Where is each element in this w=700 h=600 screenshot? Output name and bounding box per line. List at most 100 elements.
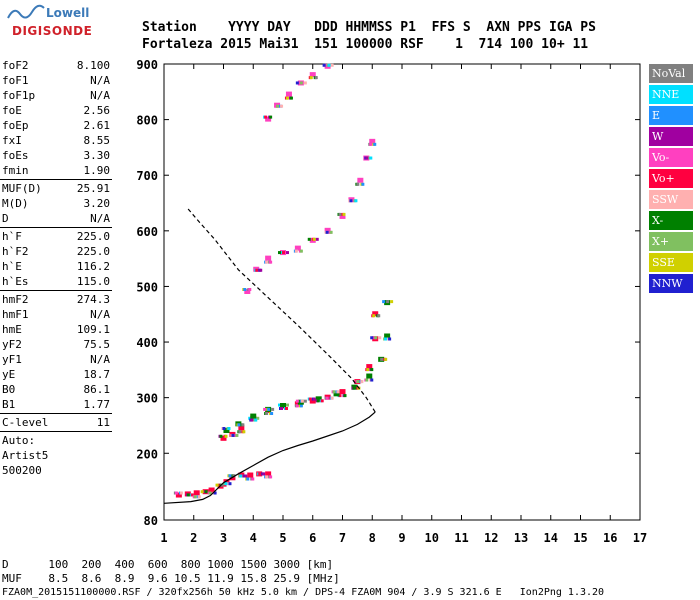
param-value: N/A bbox=[90, 74, 110, 87]
echo-fragment bbox=[338, 394, 342, 398]
param-label: B1 bbox=[2, 398, 16, 411]
divider bbox=[0, 431, 112, 432]
divider bbox=[0, 290, 112, 291]
echo-fragment bbox=[256, 416, 260, 420]
echo-fragment bbox=[231, 433, 235, 437]
echo-fragment bbox=[308, 397, 312, 401]
echo-fragment bbox=[204, 490, 208, 494]
echo-fragment bbox=[325, 230, 329, 234]
param-row: h`F 225.0 bbox=[0, 229, 112, 244]
echo-fragment bbox=[360, 380, 364, 384]
echo-fragment bbox=[369, 142, 373, 146]
y-tick-label: 800 bbox=[136, 114, 158, 128]
echo-fragment bbox=[248, 288, 252, 291]
echo-fragment bbox=[282, 251, 285, 255]
echo-fragment bbox=[222, 427, 226, 431]
echo-fragment bbox=[220, 483, 224, 487]
echo-mark bbox=[357, 177, 364, 183]
echo-fragment bbox=[312, 397, 316, 401]
echo-mark bbox=[384, 333, 391, 339]
echo-fragment bbox=[276, 104, 280, 108]
echo-fragment bbox=[179, 491, 183, 495]
legend-item: SSW bbox=[649, 190, 693, 209]
param-value: 86.1 bbox=[83, 383, 111, 396]
y-tick-label: 700 bbox=[136, 169, 158, 183]
echo-fragment bbox=[239, 474, 243, 478]
param-label: yF2 bbox=[2, 338, 22, 351]
echo-fragment bbox=[286, 403, 289, 407]
param-value: 8.55 bbox=[83, 134, 111, 147]
param-value: 18.7 bbox=[83, 368, 111, 381]
param-value: 274.3 bbox=[76, 293, 110, 306]
echo-mark bbox=[247, 472, 254, 478]
topside-extrapolation-line bbox=[187, 208, 376, 413]
echo-fragment bbox=[285, 96, 289, 100]
echo-fragment bbox=[309, 76, 313, 80]
param-group-virtual-heights: h`F 225.0 h`F2 225.0 h`E 116.2 h`Es 115.0 bbox=[0, 229, 112, 289]
echo-mark bbox=[250, 413, 257, 419]
echo-mark bbox=[339, 389, 346, 395]
echo-fragment bbox=[235, 433, 239, 437]
param-label: yF1 bbox=[2, 353, 22, 366]
x-tick-label: 4 bbox=[250, 531, 257, 545]
y-tick-label: 80 bbox=[144, 514, 158, 528]
divider bbox=[0, 413, 112, 414]
echo-fragment bbox=[227, 427, 231, 431]
legend-item: X- bbox=[649, 211, 693, 230]
param-row: D N/A bbox=[0, 211, 112, 226]
echo-fragment bbox=[366, 368, 370, 372]
param-value: 1.77 bbox=[83, 398, 111, 411]
echo-fragment bbox=[295, 399, 299, 403]
x-tick-label: 13 bbox=[514, 531, 528, 545]
echo-mark bbox=[366, 364, 373, 370]
echo-fragment bbox=[384, 337, 388, 341]
autoscale-artist: Artist5 bbox=[2, 449, 49, 462]
echo-fragment bbox=[370, 336, 374, 340]
muf-row: MUF 8.5 8.6 8.9 9.6 10.5 11.9 15.8 25.9 … bbox=[2, 572, 340, 585]
echo-mark bbox=[315, 396, 322, 402]
echo-fragment bbox=[322, 63, 326, 67]
param-label: foF2 bbox=[2, 59, 29, 72]
param-label: yE bbox=[2, 368, 16, 381]
legend-item: W bbox=[649, 127, 693, 146]
echo-mark bbox=[265, 116, 272, 122]
echo-fragment bbox=[369, 156, 373, 160]
echo-mark bbox=[372, 311, 379, 317]
echo-fragment bbox=[228, 482, 232, 486]
param-value: 75.5 bbox=[83, 338, 111, 351]
autoscale-version: 500200 bbox=[2, 464, 42, 477]
param-value: N/A bbox=[90, 308, 110, 321]
param-label: hmE bbox=[2, 323, 22, 336]
param-row: MUF(D) 25.91 bbox=[0, 181, 112, 196]
param-value: N/A bbox=[90, 353, 110, 366]
echo-fragment bbox=[352, 386, 356, 390]
echo-fragment bbox=[373, 142, 377, 146]
echo-fragment bbox=[307, 237, 311, 241]
y-tick-label: 200 bbox=[136, 447, 158, 461]
x-tick-label: 17 bbox=[633, 531, 647, 545]
param-label: foF1 bbox=[2, 74, 29, 87]
echo-fragment bbox=[315, 237, 319, 241]
param-row: foF1 N/A bbox=[0, 73, 112, 88]
echo-fragment bbox=[300, 399, 304, 403]
echo-fragment bbox=[343, 394, 347, 398]
echo-fragment bbox=[390, 300, 394, 304]
echo-fragment bbox=[269, 475, 273, 479]
param-row: B0 86.1 bbox=[0, 382, 112, 397]
echo-mark bbox=[175, 492, 182, 498]
x-tick-label: 8 bbox=[369, 531, 376, 545]
x-tick-label: 14 bbox=[544, 531, 558, 545]
y-tick-label: 500 bbox=[136, 280, 158, 294]
logo-wave-icon bbox=[7, 4, 45, 19]
echo-fragment bbox=[384, 357, 388, 361]
legend-item: Vo- bbox=[649, 148, 693, 167]
header-values: Fortaleza 2015 Mai31 151 100000 RSF 1 71… bbox=[142, 37, 589, 52]
distance-row: D 100 200 400 600 800 1000 1500 3000 [km… bbox=[2, 558, 334, 571]
echo-fragment bbox=[332, 390, 336, 394]
param-value: 115.0 bbox=[76, 275, 110, 288]
echo-fragment bbox=[342, 212, 346, 216]
echo-fragment bbox=[370, 378, 374, 382]
x-tick-label: 16 bbox=[603, 531, 617, 545]
param-value: 2.56 bbox=[83, 104, 111, 117]
echo-fragment bbox=[259, 268, 263, 272]
